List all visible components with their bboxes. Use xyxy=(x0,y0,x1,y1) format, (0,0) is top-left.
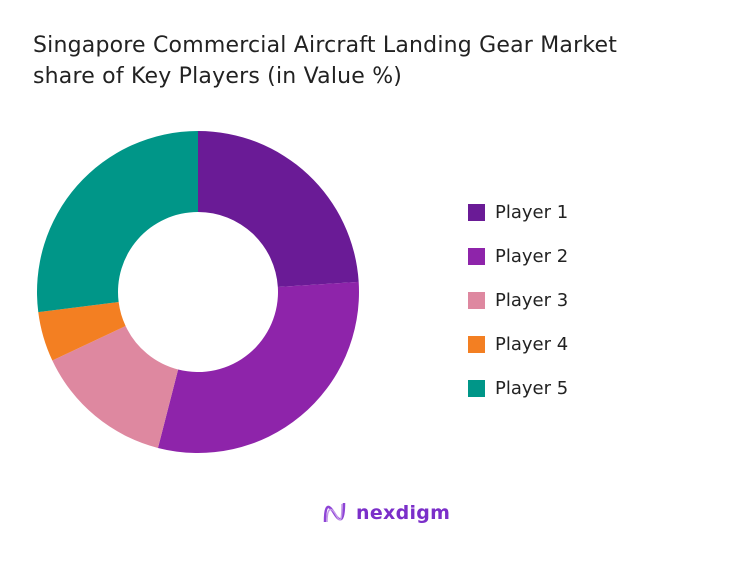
chart-title: Singapore Commercial Aircraft Landing Ge… xyxy=(33,30,617,92)
legend-swatch xyxy=(468,203,485,221)
legend-label: Player 5 xyxy=(495,377,569,399)
slice-player-5 xyxy=(36,131,198,313)
legend-item: Player 1 xyxy=(468,190,568,234)
legend-label: Player 4 xyxy=(495,333,569,355)
nexdigm-logo: nexdigm xyxy=(322,500,450,526)
chart-title-line-2: share of Key Players (in Value %) xyxy=(33,64,403,89)
slice-player-3 xyxy=(52,326,179,448)
legend-item: Player 3 xyxy=(468,278,568,322)
legend-swatch xyxy=(468,291,485,309)
legend-swatch xyxy=(468,247,485,265)
logo-text: nexdigm xyxy=(356,502,451,524)
legend-swatch xyxy=(468,379,485,397)
legend-item: Player 2 xyxy=(468,234,568,278)
slice-player-1 xyxy=(198,131,359,287)
chart-title-line-1: Singapore Commercial Aircraft Landing Ge… xyxy=(33,33,618,58)
legend-label: Player 3 xyxy=(495,289,569,311)
legend: Player 1 Player 2 Player 3 Player 4 Player 5 xyxy=(468,190,568,410)
slice-player-4 xyxy=(38,302,126,361)
nexdigm-logo-icon xyxy=(323,502,346,523)
legend-item: Player 5 xyxy=(468,366,568,410)
slice-player-2 xyxy=(157,281,359,453)
legend-label: Player 2 xyxy=(495,245,569,267)
legend-label: Player 1 xyxy=(495,201,569,223)
legend-item: Player 4 xyxy=(468,322,568,366)
legend-swatch xyxy=(468,335,485,353)
